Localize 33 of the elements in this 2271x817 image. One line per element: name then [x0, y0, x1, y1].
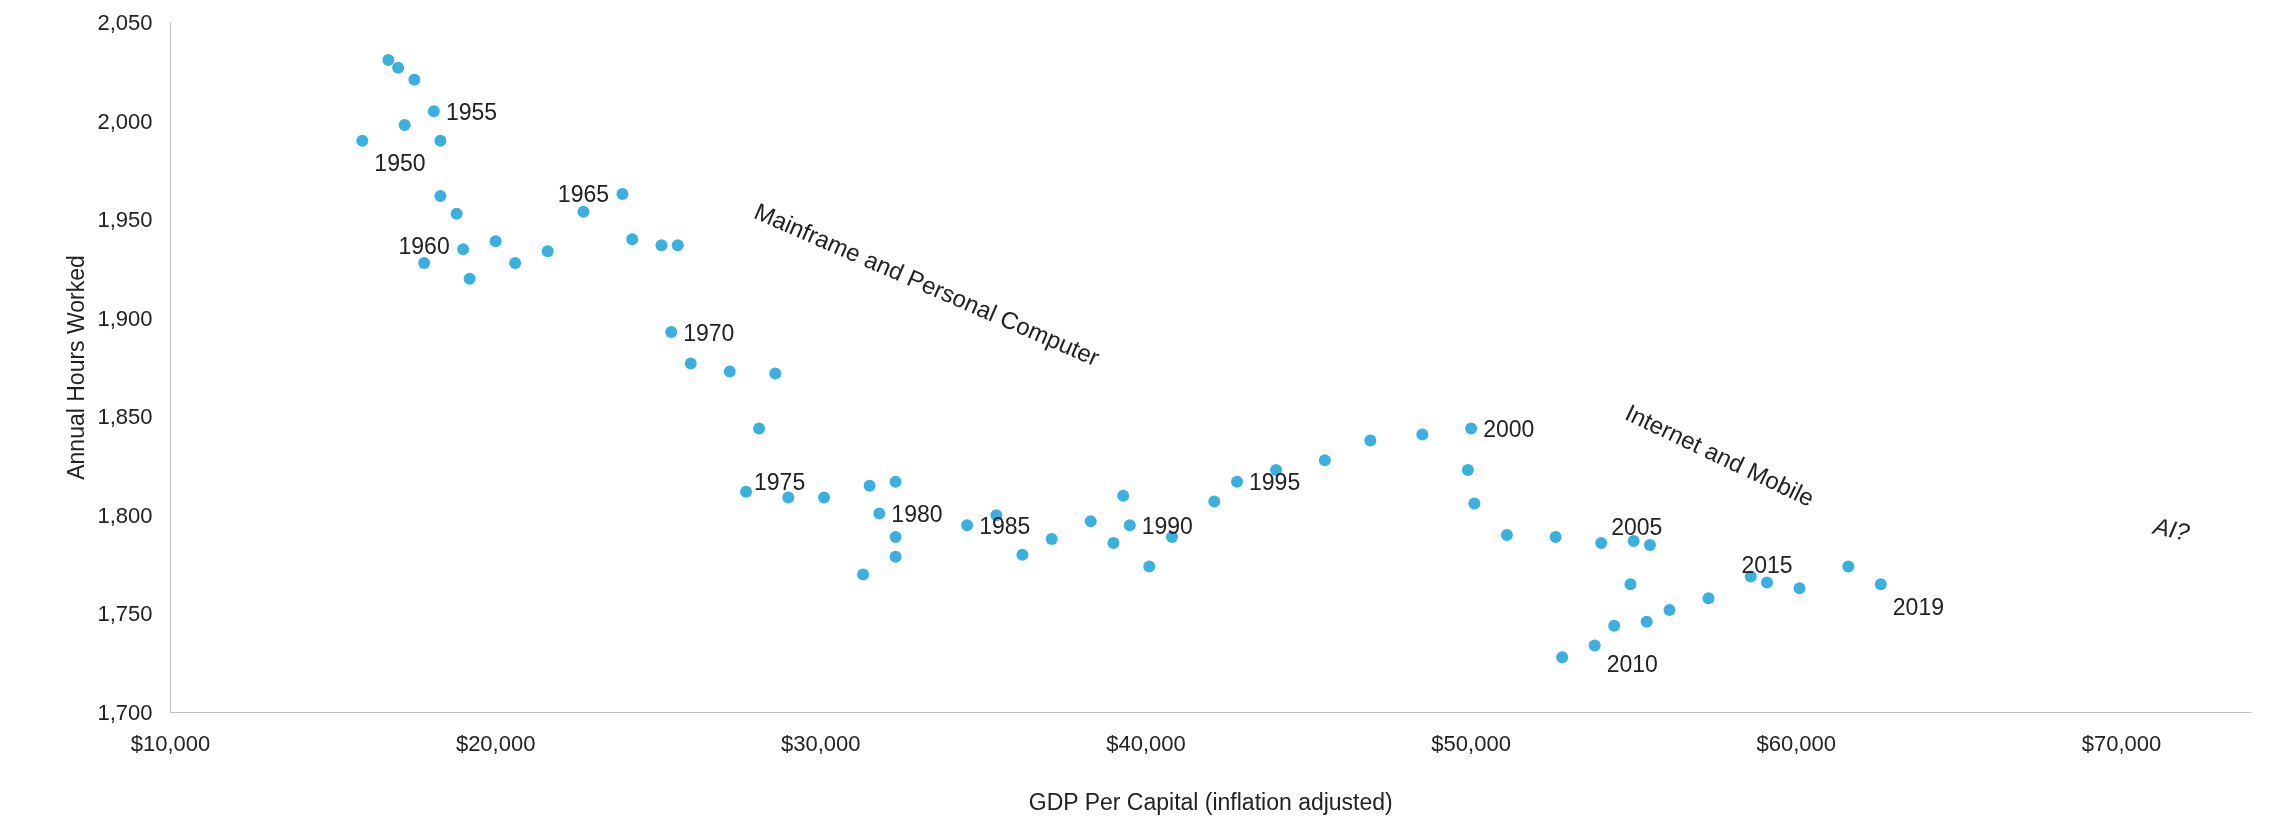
- y-tick-label: 1,900: [97, 305, 153, 331]
- x-tick-label: $20,000: [455, 730, 536, 756]
- annotation: 1965: [557, 181, 610, 208]
- annotation: 1980: [891, 500, 943, 527]
- annotation: 2005: [1611, 514, 1663, 541]
- x-tick-label: $30,000: [781, 730, 861, 756]
- y-tick-label: 1,700: [97, 700, 153, 725]
- annotation: 1950: [374, 150, 426, 177]
- annotation: 2015: [1741, 551, 1793, 578]
- y-tick-label: 1,800: [97, 502, 153, 528]
- annotation: 1990: [1141, 512, 1193, 539]
- x-tick-label: $60,000: [1756, 730, 1837, 756]
- annotation: 1975: [754, 469, 806, 496]
- y-tick-label: 1,750: [97, 601, 153, 627]
- annotation: 1970: [683, 319, 735, 346]
- x-tick-label: $40,000: [1106, 730, 1186, 756]
- annotation: 2019: [1892, 593, 1944, 620]
- y-tick-label: 2,000: [97, 108, 153, 134]
- y-tick-label: 1,850: [97, 404, 153, 430]
- x-tick-label: $70,000: [2081, 730, 2162, 756]
- x-tick-label: $10,000: [130, 730, 211, 756]
- y-axis-title: Annual Hours Worked: [63, 255, 90, 480]
- annotation: 1955: [445, 98, 498, 125]
- annotation: 2000: [1483, 416, 1535, 443]
- annotation: 1985: [979, 512, 1031, 539]
- annotation: 2010: [1606, 650, 1658, 677]
- annotation: AI?: [2149, 511, 2193, 547]
- annotation: 1960: [398, 232, 450, 259]
- y-tick-label: 1,950: [97, 207, 153, 233]
- x-axis-title: GDP Per Capital (inflation adjusted): [1028, 788, 1393, 815]
- y-tick-label: 2,050: [97, 10, 153, 35]
- x-tick-label: $50,000: [1431, 730, 1511, 756]
- annotation: 1995: [1249, 469, 1301, 496]
